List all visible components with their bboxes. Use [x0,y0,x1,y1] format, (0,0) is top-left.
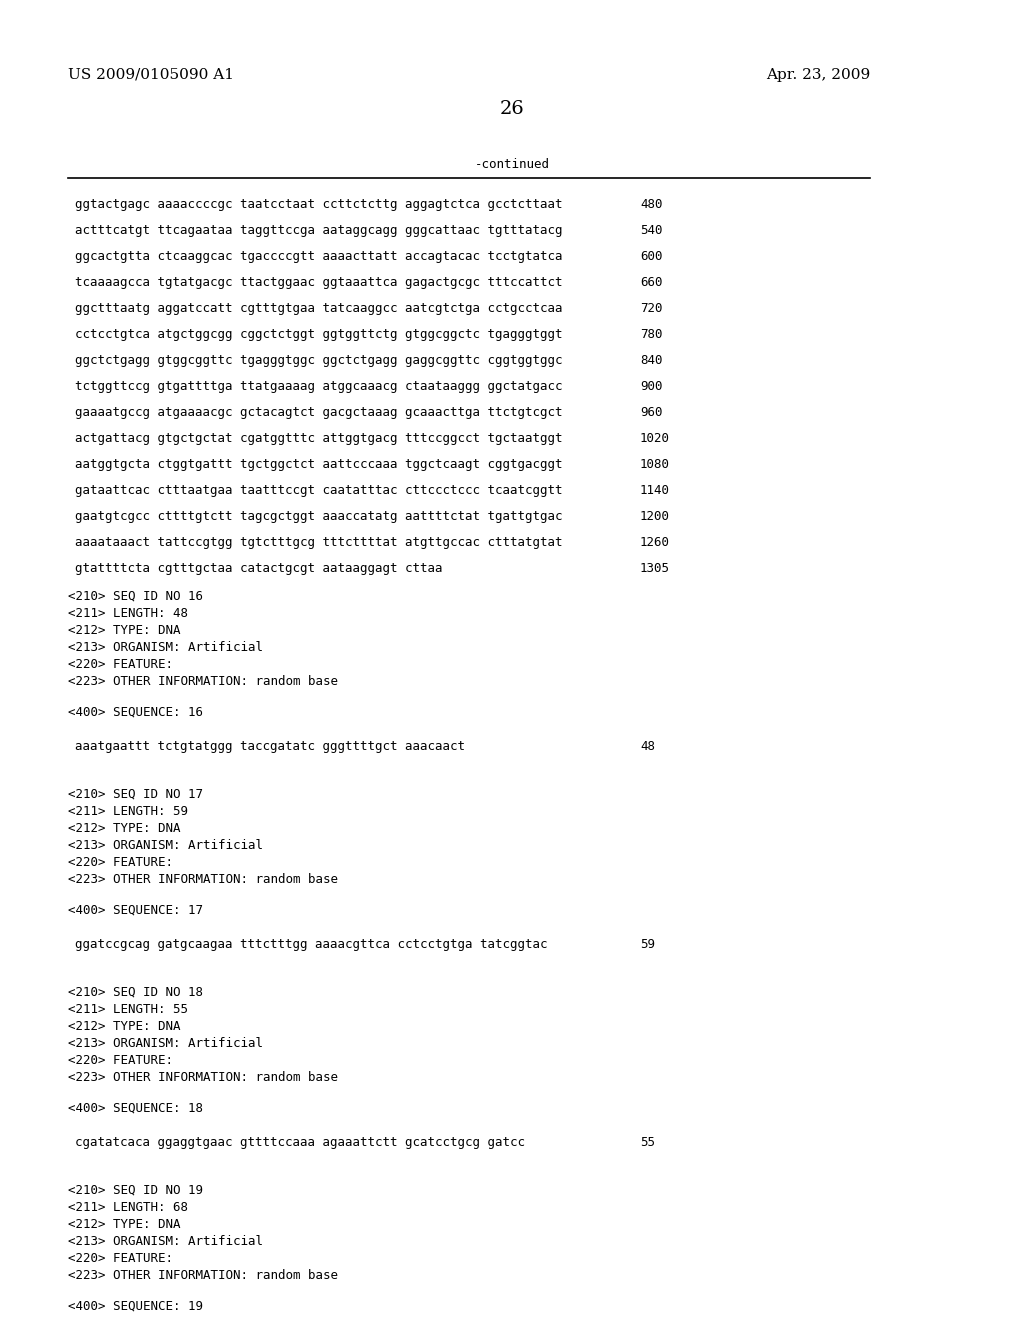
Text: <213> ORGANISM: Artificial: <213> ORGANISM: Artificial [68,1038,263,1049]
Text: 540: 540 [640,224,663,238]
Text: actgattacg gtgctgctat cgatggtttc attggtgacg tttccggcct tgctaatggt: actgattacg gtgctgctat cgatggtttc attggtg… [75,432,562,445]
Text: gaaaatgccg atgaaaacgc gctacagtct gacgctaaag gcaaacttga ttctgtcgct: gaaaatgccg atgaaaacgc gctacagtct gacgcta… [75,407,562,418]
Text: cctcctgtca atgctggcgg cggctctggt ggtggttctg gtggcggctc tgagggtggt: cctcctgtca atgctggcgg cggctctggt ggtggtt… [75,327,562,341]
Text: aaaataaact tattccgtgg tgtctttgcg tttcttttat atgttgccac ctttatgtat: aaaataaact tattccgtgg tgtctttgcg tttcttt… [75,536,562,549]
Text: gtattttcta cgtttgctaa catactgcgt aataaggagt cttaa: gtattttcta cgtttgctaa catactgcgt aataagg… [75,562,442,576]
Text: aaatgaattt tctgtatggg taccgatatc gggttttgct aaacaact: aaatgaattt tctgtatggg taccgatatc gggtttt… [75,741,465,752]
Text: 480: 480 [640,198,663,211]
Text: <213> ORGANISM: Artificial: <213> ORGANISM: Artificial [68,840,263,851]
Text: gataattcac ctttaatgaa taatttccgt caatatttac cttccctccc tcaatcggtt: gataattcac ctttaatgaa taatttccgt caatatt… [75,484,562,498]
Text: <213> ORGANISM: Artificial: <213> ORGANISM: Artificial [68,642,263,653]
Text: <223> OTHER INFORMATION: random base: <223> OTHER INFORMATION: random base [68,675,338,688]
Text: ggcactgtta ctcaaggcac tgaccccgtt aaaacttatt accagtacac tcctgtatca: ggcactgtta ctcaaggcac tgaccccgtt aaaactt… [75,249,562,263]
Text: 1305: 1305 [640,562,670,576]
Text: 1020: 1020 [640,432,670,445]
Text: gaatgtcgcc cttttgtctt tagcgctggt aaaccatatg aattttctat tgattgtgac: gaatgtcgcc cttttgtctt tagcgctggt aaaccat… [75,510,562,523]
Text: ggctttaatg aggatccatt cgtttgtgaa tatcaaggcc aatcgtctga cctgcctcaa: ggctttaatg aggatccatt cgtttgtgaa tatcaag… [75,302,562,315]
Text: <220> FEATURE:: <220> FEATURE: [68,1251,173,1265]
Text: <400> SEQUENCE: 18: <400> SEQUENCE: 18 [68,1102,203,1115]
Text: <212> TYPE: DNA: <212> TYPE: DNA [68,1218,180,1232]
Text: <223> OTHER INFORMATION: random base: <223> OTHER INFORMATION: random base [68,1269,338,1282]
Text: 720: 720 [640,302,663,315]
Text: <211> LENGTH: 48: <211> LENGTH: 48 [68,607,188,620]
Text: 26: 26 [500,100,524,117]
Text: 600: 600 [640,249,663,263]
Text: tctggttccg gtgattttga ttatgaaaag atggcaaacg ctaataaggg ggctatgacc: tctggttccg gtgattttga ttatgaaaag atggcaa… [75,380,562,393]
Text: ggctctgagg gtggcggttc tgagggtggc ggctctgagg gaggcggttc cggtggtggc: ggctctgagg gtggcggttc tgagggtggc ggctctg… [75,354,562,367]
Text: <213> ORGANISM: Artificial: <213> ORGANISM: Artificial [68,1236,263,1247]
Text: <210> SEQ ID NO 19: <210> SEQ ID NO 19 [68,1184,203,1197]
Text: <212> TYPE: DNA: <212> TYPE: DNA [68,624,180,638]
Text: <220> FEATURE:: <220> FEATURE: [68,657,173,671]
Text: <212> TYPE: DNA: <212> TYPE: DNA [68,822,180,836]
Text: cgatatcaca ggaggtgaac gttttccaaa agaaattctt gcatcctgcg gatcc: cgatatcaca ggaggtgaac gttttccaaa agaaatt… [75,1137,525,1148]
Text: -continued: -continued [474,158,550,172]
Text: aatggtgcta ctggtgattt tgctggctct aattcccaaa tggctcaagt cggtgacggt: aatggtgcta ctggtgattt tgctggctct aattccc… [75,458,562,471]
Text: 660: 660 [640,276,663,289]
Text: Apr. 23, 2009: Apr. 23, 2009 [766,69,870,82]
Text: 59: 59 [640,939,655,950]
Text: <400> SEQUENCE: 16: <400> SEQUENCE: 16 [68,706,203,719]
Text: <210> SEQ ID NO 18: <210> SEQ ID NO 18 [68,986,203,999]
Text: 960: 960 [640,407,663,418]
Text: 1260: 1260 [640,536,670,549]
Text: <210> SEQ ID NO 16: <210> SEQ ID NO 16 [68,590,203,603]
Text: 900: 900 [640,380,663,393]
Text: <212> TYPE: DNA: <212> TYPE: DNA [68,1020,180,1034]
Text: <211> LENGTH: 55: <211> LENGTH: 55 [68,1003,188,1016]
Text: <220> FEATURE:: <220> FEATURE: [68,1053,173,1067]
Text: ggtactgagc aaaaccccgc taatcctaat ccttctcttg aggagtctca gcctcttaat: ggtactgagc aaaaccccgc taatcctaat ccttctc… [75,198,562,211]
Text: <223> OTHER INFORMATION: random base: <223> OTHER INFORMATION: random base [68,1071,338,1084]
Text: 1080: 1080 [640,458,670,471]
Text: 1200: 1200 [640,510,670,523]
Text: 55: 55 [640,1137,655,1148]
Text: 48: 48 [640,741,655,752]
Text: 1140: 1140 [640,484,670,498]
Text: <211> LENGTH: 59: <211> LENGTH: 59 [68,805,188,818]
Text: 840: 840 [640,354,663,367]
Text: <400> SEQUENCE: 19: <400> SEQUENCE: 19 [68,1300,203,1313]
Text: <211> LENGTH: 68: <211> LENGTH: 68 [68,1201,188,1214]
Text: <223> OTHER INFORMATION: random base: <223> OTHER INFORMATION: random base [68,873,338,886]
Text: <220> FEATURE:: <220> FEATURE: [68,855,173,869]
Text: actttcatgt ttcagaataa taggttccga aataggcagg gggcattaac tgtttatacg: actttcatgt ttcagaataa taggttccga aataggc… [75,224,562,238]
Text: US 2009/0105090 A1: US 2009/0105090 A1 [68,69,234,82]
Text: <210> SEQ ID NO 17: <210> SEQ ID NO 17 [68,788,203,801]
Text: 780: 780 [640,327,663,341]
Text: tcaaaagcca tgtatgacgc ttactggaac ggtaaattca gagactgcgc tttccattct: tcaaaagcca tgtatgacgc ttactggaac ggtaaat… [75,276,562,289]
Text: ggatccgcag gatgcaagaa tttctttgg aaaacgttca cctcctgtga tatcggtac: ggatccgcag gatgcaagaa tttctttgg aaaacgtt… [75,939,548,950]
Text: <400> SEQUENCE: 17: <400> SEQUENCE: 17 [68,904,203,917]
